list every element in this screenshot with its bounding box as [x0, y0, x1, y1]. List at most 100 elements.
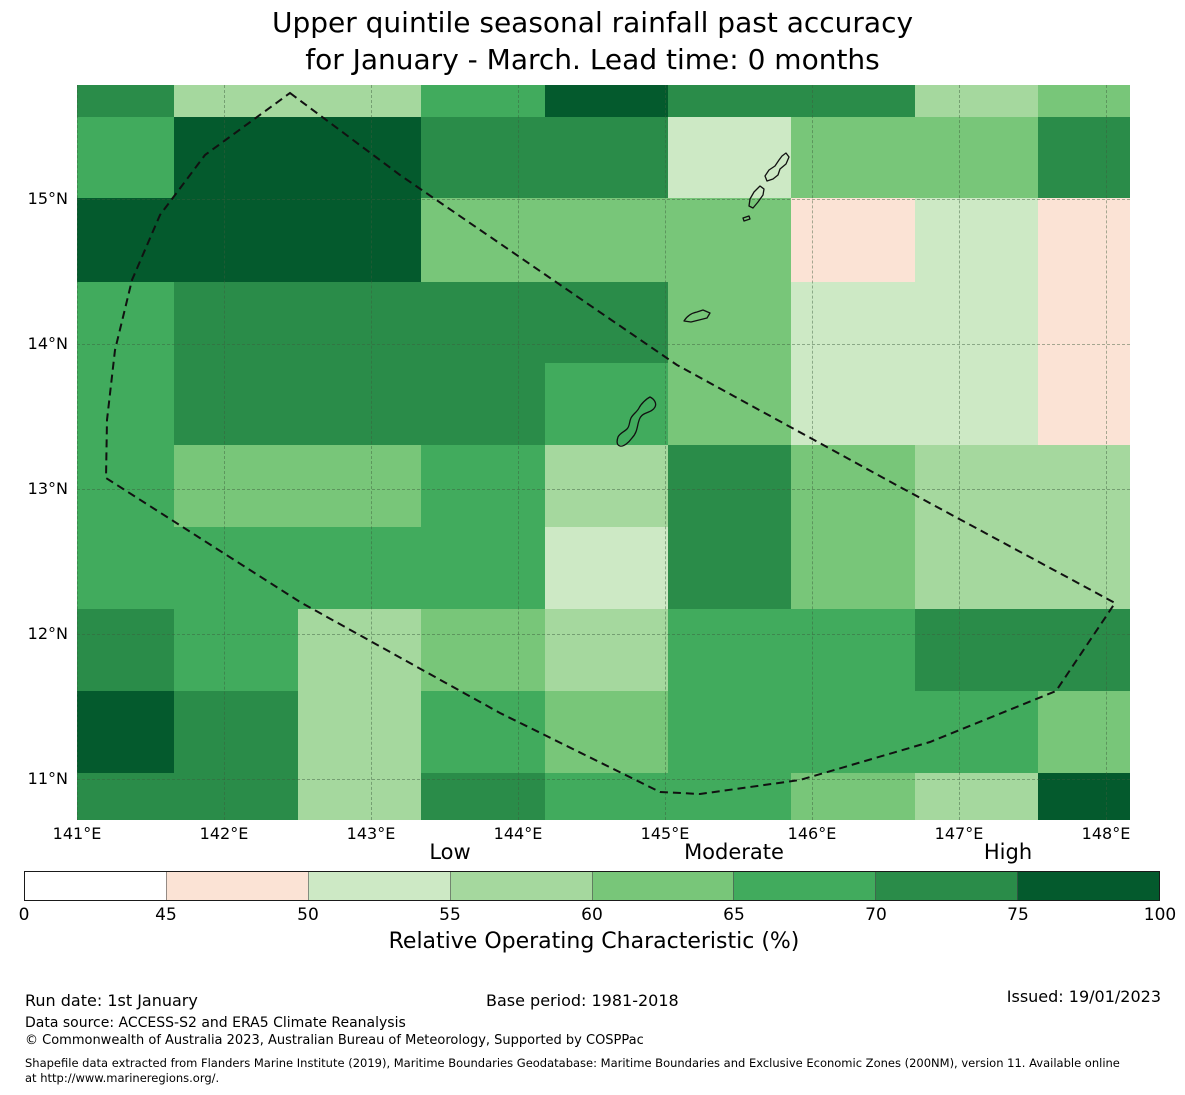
- longitude-gridline: [812, 85, 813, 820]
- colorbar-tick-label: 0: [18, 905, 30, 925]
- map-cell: [915, 282, 1038, 363]
- chart-title-line1: Upper quintile seasonal rainfall past ac…: [271, 6, 914, 39]
- map-cell: [298, 609, 421, 691]
- map-cell: [791, 527, 915, 609]
- footer-data-source: Data source: ACCESS-S2 and ERA5 Climate …: [25, 1015, 406, 1031]
- map-overlay: [104, 91, 1117, 796]
- y-axis-tick-label: 15°N: [27, 189, 68, 208]
- y-axis-tick-label: 11°N: [27, 769, 68, 788]
- map-cell: [174, 117, 298, 198]
- map-cell: [668, 609, 791, 691]
- footer-shapefile-note-line2: at http://www.marineregions.org/.: [25, 1071, 220, 1085]
- colorbar-tick-label: 65: [723, 905, 745, 925]
- map-cell: [77, 691, 174, 773]
- footer-shapefile-note-line1: Shapefile data extracted from Flanders M…: [25, 1056, 1120, 1070]
- latitude-gridline: [77, 779, 1130, 780]
- colorbar-tick-label: 60: [581, 905, 603, 925]
- colorbar-segment: [25, 872, 166, 900]
- colorbar-category-label: High: [983, 840, 1033, 864]
- map-cell: [1038, 282, 1130, 363]
- map-cell: [77, 85, 174, 117]
- map-cell: [77, 773, 174, 820]
- longitude-gridline: [77, 85, 78, 820]
- y-axis-tick-label: 14°N: [27, 334, 68, 353]
- colorbar-segment: [1017, 872, 1159, 900]
- x-axis-tick-label: 145°E: [640, 824, 690, 843]
- footer-copyright: © Commonwealth of Australia 2023, Austra…: [25, 1033, 644, 1048]
- footer-run-date: Run date: 1st January: [25, 991, 198, 1010]
- map-cell: [791, 85, 915, 117]
- colorbar: [24, 871, 1160, 901]
- map-cell: [545, 117, 668, 198]
- map-cell: [174, 773, 298, 820]
- saipan-island-outline: [764, 152, 790, 182]
- latitude-gridline: [77, 199, 1130, 200]
- map-canvas: [77, 85, 1130, 820]
- latitude-gridline: [77, 634, 1130, 635]
- map-cell: [668, 85, 791, 117]
- map-cell: [915, 198, 1038, 282]
- map-cell: [1038, 445, 1130, 527]
- map-cell: [915, 609, 1038, 691]
- colorbar-segment: [165, 872, 308, 900]
- chart-title: Upper quintile seasonal rainfall past ac…: [0, 4, 1185, 78]
- map-cell: [1038, 85, 1130, 117]
- map-cell: [174, 198, 298, 282]
- map-cell: [545, 609, 668, 691]
- longitude-gridline: [371, 85, 372, 820]
- map-cell: [77, 363, 174, 445]
- map-cell: [77, 282, 174, 363]
- footer-base-period: Base period: 1981-2018: [486, 991, 679, 1010]
- x-axis-tick-label: 141°E: [52, 824, 102, 843]
- map-cell: [545, 445, 668, 527]
- map-cell: [791, 691, 915, 773]
- map-cell: [421, 117, 545, 198]
- map-cell: [298, 527, 421, 609]
- map-cell: [545, 527, 668, 609]
- y-axis-tick-label: 12°N: [27, 624, 68, 643]
- map-cell: [545, 85, 668, 117]
- colorbar-segment: [733, 872, 876, 900]
- map-cell: [298, 198, 421, 282]
- map-cell: [298, 85, 421, 117]
- colorbar-tick-label: 55: [439, 905, 461, 925]
- island-outlines: [616, 152, 790, 447]
- map-cell: [791, 198, 915, 282]
- map-cell: [174, 85, 298, 117]
- x-axis-tick-label: 148°E: [1081, 824, 1131, 843]
- footer-issued: Issued: 19/01/2023: [1006, 987, 1161, 1006]
- chart-title-line2: for January - March. Lead time: 0 months: [305, 43, 880, 76]
- x-axis-tick-label: 144°E: [493, 824, 543, 843]
- map-cell: [298, 282, 421, 363]
- colorbar-axis-label: Relative Operating Characteristic (%): [388, 929, 800, 954]
- map-cell: [1038, 363, 1130, 445]
- map-cell: [421, 527, 545, 609]
- longitude-gridline: [665, 85, 666, 820]
- x-axis-tick-label: 142°E: [199, 824, 249, 843]
- map-cell: [668, 445, 791, 527]
- map-cell: [668, 363, 791, 445]
- map-cell: [668, 773, 791, 820]
- map-cell: [421, 282, 545, 363]
- map-cell: [668, 527, 791, 609]
- guam-island-outline: [616, 396, 657, 447]
- longitude-gridline: [959, 85, 960, 820]
- map-cell: [915, 363, 1038, 445]
- x-axis-tick-label: 143°E: [346, 824, 396, 843]
- map-cell: [545, 691, 668, 773]
- map-cell: [915, 445, 1038, 527]
- rota-island-outline: [683, 309, 711, 323]
- map-cell: [421, 691, 545, 773]
- map-cell: [915, 691, 1038, 773]
- map-cell: [915, 527, 1038, 609]
- map-cell: [791, 773, 915, 820]
- longitude-gridline: [1106, 85, 1107, 820]
- map-cell: [421, 363, 545, 445]
- map-cell: [1038, 117, 1130, 198]
- x-axis-tick-label: 146°E: [787, 824, 837, 843]
- map-cell: [421, 773, 545, 820]
- map-cell: [421, 445, 545, 527]
- map-cell: [174, 445, 298, 527]
- map-cell: [298, 445, 421, 527]
